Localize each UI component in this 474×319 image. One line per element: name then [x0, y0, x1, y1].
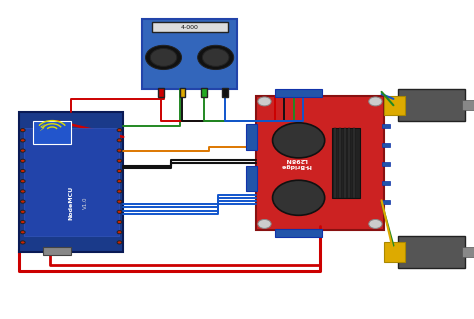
Circle shape	[117, 231, 122, 234]
Circle shape	[273, 123, 325, 158]
Circle shape	[117, 159, 122, 162]
Circle shape	[20, 129, 25, 132]
Circle shape	[198, 45, 234, 70]
Circle shape	[258, 97, 271, 106]
FancyBboxPatch shape	[382, 143, 390, 147]
Text: 4-000: 4-000	[181, 25, 199, 30]
FancyBboxPatch shape	[201, 88, 207, 97]
FancyBboxPatch shape	[382, 124, 390, 128]
FancyBboxPatch shape	[275, 229, 322, 237]
FancyBboxPatch shape	[382, 162, 390, 166]
Circle shape	[20, 139, 25, 142]
Circle shape	[273, 180, 325, 215]
Circle shape	[146, 45, 182, 70]
FancyBboxPatch shape	[384, 242, 405, 262]
Text: NodeMCU: NodeMCU	[69, 186, 73, 220]
Circle shape	[117, 241, 122, 244]
Circle shape	[117, 220, 122, 224]
Circle shape	[117, 210, 122, 213]
Circle shape	[117, 139, 122, 142]
FancyBboxPatch shape	[24, 128, 119, 236]
Circle shape	[20, 169, 25, 173]
Circle shape	[20, 159, 25, 162]
Circle shape	[117, 190, 122, 193]
Circle shape	[20, 149, 25, 152]
Circle shape	[20, 190, 25, 193]
FancyBboxPatch shape	[222, 88, 228, 97]
Text: ⚡: ⚡	[38, 123, 45, 133]
FancyBboxPatch shape	[382, 181, 390, 185]
FancyBboxPatch shape	[246, 166, 257, 191]
FancyBboxPatch shape	[180, 88, 185, 97]
Circle shape	[20, 200, 25, 203]
Circle shape	[117, 180, 122, 183]
FancyBboxPatch shape	[26, 116, 57, 140]
FancyBboxPatch shape	[348, 128, 350, 198]
FancyBboxPatch shape	[462, 100, 474, 110]
FancyBboxPatch shape	[384, 96, 405, 115]
Circle shape	[117, 169, 122, 173]
Circle shape	[20, 210, 25, 213]
FancyBboxPatch shape	[33, 121, 71, 144]
FancyBboxPatch shape	[275, 89, 322, 97]
FancyBboxPatch shape	[246, 124, 257, 150]
FancyBboxPatch shape	[43, 247, 71, 255]
Circle shape	[202, 48, 229, 66]
Circle shape	[117, 200, 122, 203]
Circle shape	[20, 220, 25, 224]
Circle shape	[150, 48, 177, 66]
Circle shape	[117, 129, 122, 132]
Circle shape	[20, 241, 25, 244]
Circle shape	[117, 149, 122, 152]
FancyBboxPatch shape	[19, 112, 123, 252]
Text: H-Bridge
L298N: H-Bridge L298N	[281, 157, 312, 168]
FancyBboxPatch shape	[158, 88, 164, 97]
Circle shape	[20, 231, 25, 234]
FancyBboxPatch shape	[398, 236, 465, 268]
FancyBboxPatch shape	[334, 128, 336, 198]
FancyBboxPatch shape	[353, 128, 355, 198]
FancyBboxPatch shape	[344, 128, 346, 198]
Text: V1.0: V1.0	[83, 197, 88, 209]
Circle shape	[20, 180, 25, 183]
FancyBboxPatch shape	[142, 19, 237, 89]
FancyBboxPatch shape	[332, 128, 360, 198]
Circle shape	[369, 219, 382, 228]
FancyBboxPatch shape	[256, 96, 384, 230]
FancyBboxPatch shape	[398, 89, 465, 121]
FancyBboxPatch shape	[339, 128, 341, 198]
Circle shape	[369, 97, 382, 106]
Circle shape	[258, 219, 271, 228]
FancyBboxPatch shape	[382, 200, 390, 204]
FancyBboxPatch shape	[152, 22, 228, 32]
FancyBboxPatch shape	[462, 247, 474, 257]
